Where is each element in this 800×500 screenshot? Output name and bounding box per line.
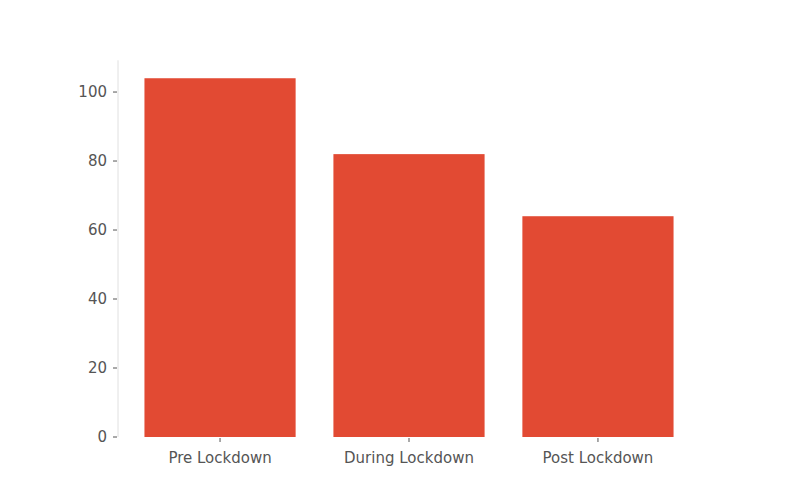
- x-tick: [597, 438, 598, 442]
- y-tick-label: 0: [97, 428, 107, 446]
- bar: [144, 78, 295, 437]
- y-tick: [113, 299, 117, 300]
- y-tick: [113, 161, 117, 162]
- y-tick: [113, 437, 117, 438]
- chart-svg: 0 20 40 60 80 100 Pre Lockdown During Lockdown P…: [0, 0, 800, 500]
- x-tick-label: Post Lockdown: [543, 449, 654, 467]
- y-tick-label: 20: [88, 359, 107, 377]
- y-tick-label: 60: [88, 221, 107, 239]
- y-tick: [113, 368, 117, 369]
- x-tick: [409, 438, 410, 442]
- x-tick: [220, 438, 221, 442]
- bars: [144, 78, 673, 437]
- x-tick-label: Pre Lockdown: [168, 449, 271, 467]
- y-axis-line: [118, 60, 119, 437]
- bar: [333, 154, 484, 437]
- bar: [522, 216, 673, 437]
- y-tick-label: 80: [88, 152, 107, 170]
- y-tick-label: 100: [78, 83, 107, 101]
- chart-container: 0 20 40 60 80 100 Pre Lockdown During Lockdown P…: [0, 0, 800, 500]
- y-tick: [113, 230, 117, 231]
- y-tick-label: 40: [88, 290, 107, 308]
- x-tick-label: During Lockdown: [344, 449, 474, 467]
- y-tick: [113, 92, 117, 93]
